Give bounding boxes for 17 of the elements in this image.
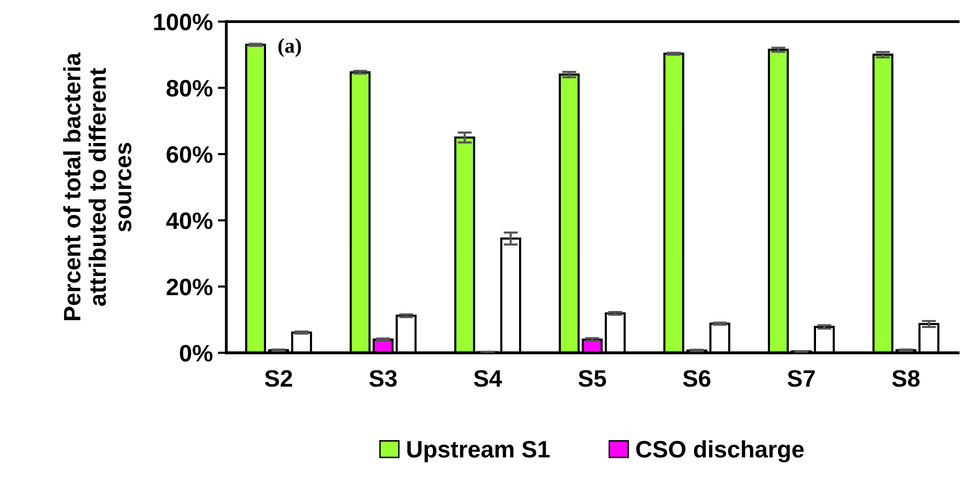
x-tick-label: S4 [474, 370, 502, 387]
x-tick-label: S6 [683, 370, 710, 387]
x-tick-label: S2 [264, 370, 292, 387]
y-tick-label: 20% [166, 278, 212, 296]
y-tick-label: 40% [166, 212, 212, 230]
y-tick-label: 100% [154, 14, 212, 30]
annotation: (a) [278, 38, 301, 58]
y-tick-label: 80% [166, 80, 212, 97]
x-tick-label: S7 [788, 370, 815, 387]
x-tick-label: S8 [892, 370, 920, 387]
legend-label: CSO discharge [636, 440, 804, 462]
y-tick-label: 60% [166, 146, 212, 163]
x-tick-label: S3 [369, 370, 397, 387]
x-tick-label: S5 [578, 370, 606, 387]
legend-label: Upstream S1 [407, 440, 550, 462]
y-axis-title: Percent of total bacteria attributed to different sources [63, 52, 132, 320]
y-tick-label: 0% [180, 344, 212, 362]
